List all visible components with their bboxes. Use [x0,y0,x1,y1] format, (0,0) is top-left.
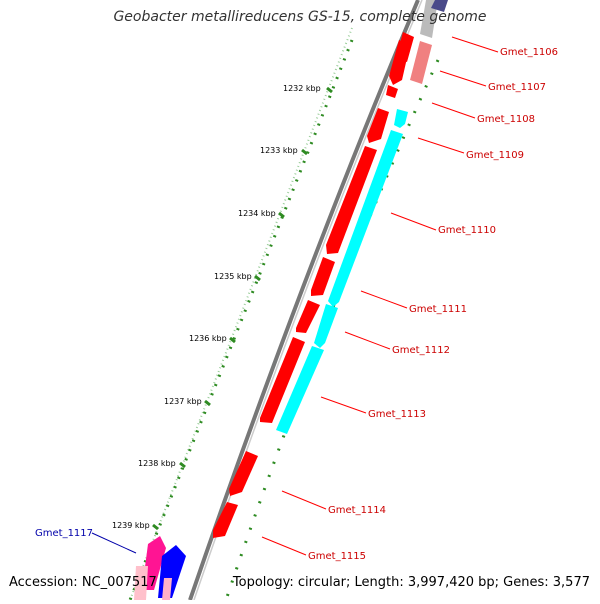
label-leader [417,137,465,154]
scale-tick [301,148,308,156]
label-leader [431,102,476,119]
scale-label: 1238 kbp [138,459,176,468]
gene-label[interactable]: Gmet_1108 [477,114,535,125]
scale-dotted-line [128,39,354,601]
gene-arrow-cyan [328,130,403,307]
backbone-arc [188,0,420,601]
gene-arrow-red [386,85,398,98]
gene-label[interactable]: Gmet_1115 [308,551,366,562]
scale-label: 1239 kbp [112,521,150,530]
gene-arrow-cyan [314,304,338,348]
label-leader [344,331,391,350]
gene-arrow-gray [420,0,438,38]
label-leader [451,36,499,53]
gene-label[interactable]: Gmet_1109 [466,150,524,161]
scale-label: 1233 kbp [260,146,298,155]
gene-arrow-red [260,337,305,423]
label-leader [439,70,487,87]
gene-arrow-red [311,257,335,296]
accession-text: Accession: NC_007517 [9,575,157,590]
scale-tick [326,86,333,94]
scale-label: 1237 kbp [164,397,202,406]
gene-arrow-pink [410,41,432,84]
gene-arrow-red [326,146,377,254]
scale-label: 1236 kbp [189,334,227,343]
gene-arrow-red [213,502,238,538]
inner-dotted-line [224,59,440,601]
gene-label[interactable]: Gmet_1117 [35,528,93,539]
scale-label: 1232 kbp [283,84,321,93]
gene-arrow-magenta [142,536,166,590]
gene-arrow-red [229,451,258,496]
gene-label[interactable]: Gmet_1112 [392,345,450,356]
label-leader [261,536,307,556]
gene-arrow-red [367,108,389,143]
gene-label[interactable]: Gmet_1110 [438,225,496,236]
scale-tick [278,211,285,219]
genome-summary-text: Topology: circular; Length: 3,997,420 bp… [232,575,590,590]
label-leader [390,212,437,231]
scale-label: 1235 kbp [214,272,252,281]
gene-arrow-red [296,300,320,333]
label-leader [281,490,327,510]
gene-arrow-pink-light [162,578,172,600]
gene-label[interactable]: Gmet_1106 [500,47,558,58]
scale-tick [152,523,159,531]
gene-label[interactable]: Gmet_1107 [488,82,546,93]
label-leader [360,290,408,309]
gene-arrow-navy [431,0,448,12]
gene-arrow-cyan [394,109,408,128]
genome-title: Geobacter metallireducens GS-15, complet… [113,9,487,25]
gene-arrow-cyan [276,346,324,434]
gene-label[interactable]: Gmet_1114 [328,505,386,516]
label-leader [91,532,137,554]
scale-tick [204,399,211,407]
scale-tick [229,336,236,344]
scale-tick [254,274,261,282]
gene-label[interactable]: Gmet_1113 [368,409,426,420]
label-leader [320,396,367,414]
gene-arrow-red [389,40,410,85]
scale-label: 1234 kbp [238,209,276,218]
scale-tick [179,461,186,469]
gene-arrow-pink-light [134,566,148,600]
gene-label[interactable]: Gmet_1111 [409,304,467,315]
